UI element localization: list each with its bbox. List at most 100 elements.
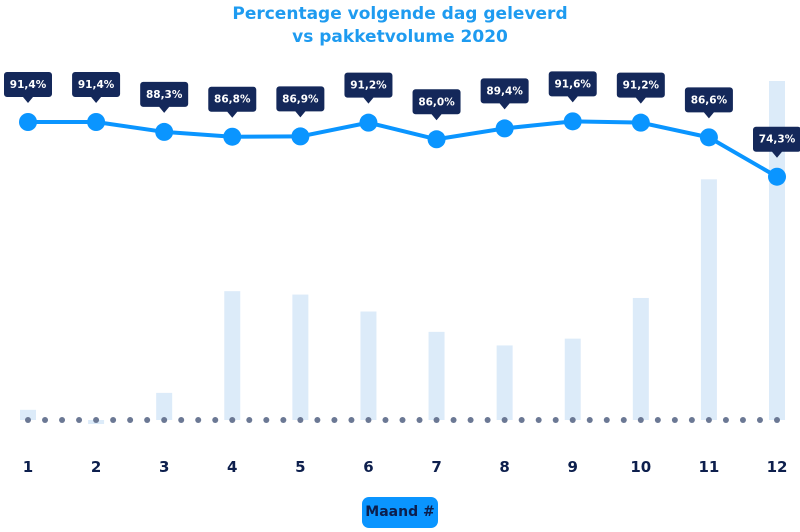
data-label: 89,4% [486, 85, 523, 97]
data-point [427, 130, 446, 149]
data-label: 91,6% [555, 78, 592, 90]
baseline-dot [637, 417, 644, 423]
baseline-dot [331, 417, 338, 423]
data-label-box [208, 86, 257, 118]
baseline-dot [280, 417, 287, 423]
baseline-dot [42, 417, 49, 423]
data-point [768, 167, 786, 186]
data-point [19, 113, 37, 131]
baseline-dot [654, 417, 661, 423]
baseline-dot [212, 417, 219, 423]
baseline-dot [93, 417, 100, 423]
data-label-box [72, 72, 121, 103]
data-label-box [4, 72, 52, 103]
volume-bar [360, 311, 377, 420]
data-label-box [753, 126, 800, 158]
data-point [223, 127, 242, 146]
baseline-dot [314, 417, 321, 423]
baseline-dot [399, 417, 406, 423]
volume-bar [564, 338, 581, 420]
data-point [563, 112, 582, 131]
volume-bar [156, 392, 173, 420]
baseline-dot [467, 417, 474, 423]
baseline-dot [161, 417, 168, 423]
data-point [291, 127, 310, 146]
subtitle-line: vs pakketvolume 2020 [292, 27, 508, 47]
baseline-dot [178, 417, 185, 423]
baseline-dot [739, 417, 746, 423]
baseline-dot [774, 417, 780, 423]
x-tick-label: 2 [91, 458, 101, 476]
data-label: 91,2% [350, 80, 387, 92]
x-tick-label: 11 [698, 458, 719, 476]
baseline-dot [501, 417, 508, 423]
x-tick-label: 7 [431, 458, 441, 476]
data-label: 86,0% [418, 96, 455, 108]
baseline-dot [688, 417, 695, 423]
baseline-dot [450, 417, 457, 423]
baseline-dot [433, 417, 440, 423]
baseline-dot [756, 417, 763, 423]
data-label-box [548, 71, 597, 103]
volume-bar [428, 331, 445, 420]
data-label: 86,6% [691, 94, 728, 106]
data-point [495, 119, 514, 138]
x-tick-label: 4 [227, 458, 237, 476]
baseline-dot [110, 417, 117, 423]
baseline-dot [569, 417, 576, 423]
x-tick-label: 5 [295, 458, 305, 476]
volume-bar [496, 345, 513, 420]
baseline-dot [416, 417, 423, 423]
data-label-box [616, 72, 665, 104]
baseline-dot [484, 417, 491, 423]
data-label: 91,4% [10, 79, 47, 91]
data-label: 74,3% [759, 134, 796, 146]
x-tick-label: 10 [630, 458, 651, 476]
data-label-box [684, 87, 733, 119]
baseline-dot [127, 417, 134, 423]
data-label: 88,3% [146, 89, 183, 101]
data-label-box [480, 78, 529, 110]
baseline-dot [144, 417, 151, 423]
baseline-dot [518, 417, 525, 423]
baseline-dot [535, 417, 542, 423]
x-tick-label: 1 [23, 458, 33, 476]
baseline-dot [382, 417, 389, 423]
data-label: 86,9% [282, 93, 319, 105]
data-label: 91,4% [78, 79, 115, 91]
baseline-dot [263, 417, 270, 423]
baseline-dot [552, 417, 559, 423]
x-axis-label-button[interactable]: Maand # [362, 497, 438, 528]
title-line: Percentage volgende dag geleverd [232, 4, 568, 24]
data-point [631, 113, 650, 132]
baseline-dot [586, 417, 593, 423]
data-point [87, 113, 106, 131]
chart-title: Percentage volgende dag geleverd vs pakk… [0, 3, 800, 49]
x-tick-label: 9 [568, 458, 578, 476]
baseline-dot [76, 417, 83, 423]
data-label: 86,8% [214, 94, 251, 106]
x-tick-label: 12 [767, 458, 788, 476]
data-point [359, 113, 378, 132]
x-tick-label: 3 [159, 458, 169, 476]
baseline-dot [229, 417, 236, 423]
volume-bar [700, 179, 717, 420]
volume-bar [632, 297, 649, 420]
baseline-dot [297, 417, 304, 423]
data-point [699, 128, 718, 147]
baseline-dot [671, 417, 678, 423]
volume-bar [769, 81, 785, 420]
baseline-dot [348, 417, 355, 423]
x-tick-label: 8 [499, 458, 509, 476]
data-label-box [140, 81, 189, 113]
data-label-box [276, 86, 325, 118]
data-label-box [412, 89, 461, 121]
data-point [155, 122, 174, 141]
volume-bar [292, 294, 309, 420]
baseline-dot [246, 417, 253, 423]
volume-bar [20, 409, 36, 420]
x-tick-label: 6 [363, 458, 373, 476]
baseline-dot [59, 417, 66, 423]
baseline-dot [722, 417, 729, 423]
